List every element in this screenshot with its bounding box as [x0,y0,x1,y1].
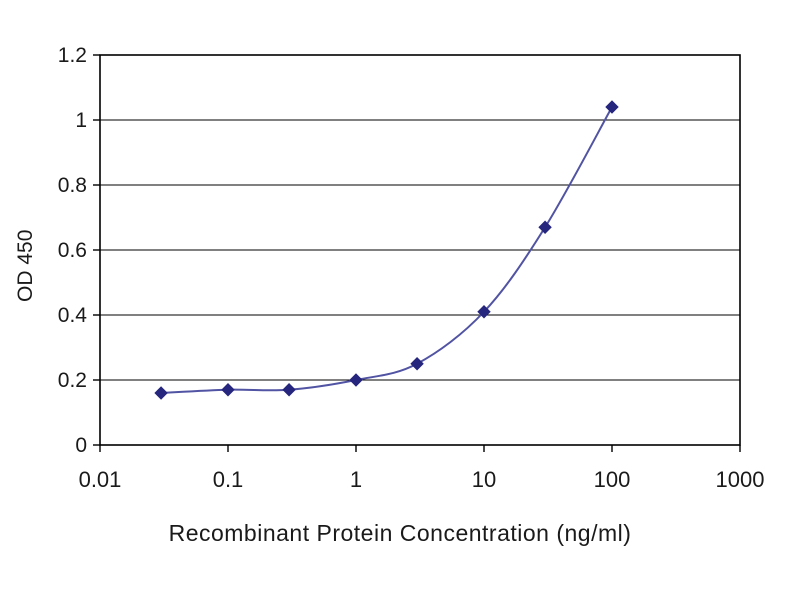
y-tick-label: 1.2 [58,44,87,67]
data-point-marker [282,383,296,397]
data-point-marker [477,305,491,319]
data-point-marker [154,386,168,400]
x-tick-label: 1000 [716,467,765,492]
y-tick-label: 0.8 [58,174,87,197]
y-axis-title: OD 450 [14,229,37,302]
data-point-marker [538,220,552,234]
data-point-marker [410,357,424,371]
data-point-marker [221,383,235,397]
y-tick-label: 0.2 [58,369,87,392]
x-axis-title: Recombinant Protein Concentration (ng/ml… [168,520,632,546]
x-tick-label: 10 [472,467,496,492]
data-point-marker [605,100,619,114]
y-tick-label: 0 [75,434,87,457]
x-tick-label: 0.01 [79,467,122,492]
x-tick-label: 1 [350,467,362,492]
y-tick-label: 0.6 [58,239,87,262]
x-tick-label: 0.1 [213,467,244,492]
y-tick-label: 0.4 [58,304,88,327]
data-point-marker [349,373,363,387]
x-tick-label: 100 [594,467,631,492]
y-tick-label: 1 [75,109,87,132]
